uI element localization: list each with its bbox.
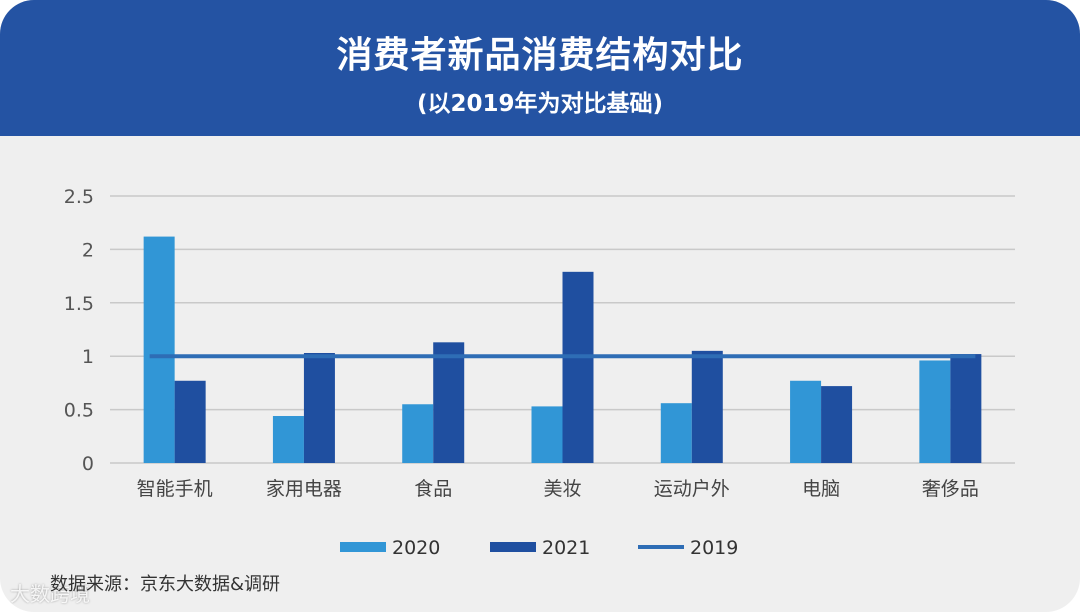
y-tick-label: 2 — [82, 239, 94, 261]
legend-swatch-2021 — [490, 542, 536, 552]
y-tick-label: 0.5 — [64, 400, 94, 422]
x-tick-label: 美妆 — [543, 478, 581, 500]
x-tick-label: 电脑 — [802, 478, 840, 500]
bar-2020 — [272, 416, 304, 463]
source-note: 数据来源：京东大数据&调研 — [50, 574, 281, 595]
bar-2021 — [950, 354, 982, 463]
legend-label-2020: 2020 — [392, 537, 440, 559]
bar-2020 — [919, 360, 951, 463]
y-tick-label: 2.5 — [64, 186, 94, 208]
bar-2020 — [143, 236, 175, 463]
x-tick-label: 奢侈品 — [922, 478, 979, 500]
y-tick-label: 1.5 — [64, 293, 94, 315]
bar-2021 — [433, 342, 465, 463]
chart-subtitle: (以2019年为对比基础) — [416, 91, 664, 117]
legend-swatch-2020 — [340, 542, 386, 552]
y-tick-label: 0 — [82, 453, 94, 475]
y-tick-label: 1 — [82, 346, 94, 368]
bar-2020 — [402, 404, 434, 463]
chart-title: 消费者新品消费结构对比 — [336, 35, 744, 76]
bar-2021 — [821, 386, 853, 463]
bar-2020 — [790, 380, 822, 463]
bar-2020 — [660, 403, 692, 463]
bar-2020 — [531, 406, 563, 463]
bar-2021 — [562, 271, 594, 463]
bar-2021 — [174, 380, 206, 463]
legend-label-2019: 2019 — [690, 537, 738, 559]
bar-2021 — [303, 352, 335, 463]
header-banner: 消费者新品消费结构对比 (以2019年为对比基础) — [0, 0, 1080, 136]
x-tick-label: 家用电器 — [266, 478, 342, 500]
x-tick-label: 智能手机 — [137, 478, 213, 500]
legend-label-2021: 2021 — [542, 537, 590, 559]
watermark: 大数跨境 — [10, 582, 90, 606]
x-tick-label: 食品 — [414, 478, 452, 500]
x-tick-label: 运动户外 — [654, 478, 730, 500]
bar-2021 — [691, 350, 723, 463]
